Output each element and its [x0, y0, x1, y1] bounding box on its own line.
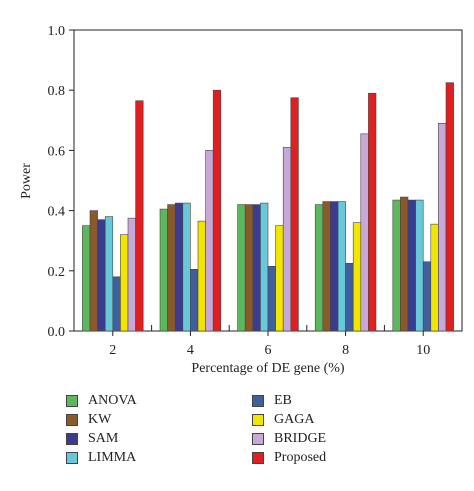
legend-swatch — [66, 395, 78, 407]
legend-label: SAM — [88, 431, 119, 446]
x-tick-label: 2 — [109, 343, 116, 358]
x-axis-label: Percentage of DE gene (%) — [191, 361, 344, 376]
bar-gaga-8 — [352, 222, 362, 332]
bar-bridge-10 — [438, 123, 447, 332]
legend-swatch — [252, 414, 264, 426]
legend-item-proposed: Proposed — [252, 449, 326, 467]
bar-proposed-2 — [135, 100, 144, 332]
bar-limma-6 — [260, 202, 269, 332]
legend-item-eb: EB — [252, 392, 292, 410]
bar-anova-4 — [159, 208, 168, 332]
legend-label: EB — [274, 393, 292, 408]
bar-kw-10 — [400, 196, 409, 332]
bar-kw-6 — [244, 204, 254, 332]
bar-eb-6 — [267, 265, 276, 332]
bar-chart: 0.0 0.2 0.4 0.6 0.8 1.0 2 4 6 8 10 Power Percenta… — [19, 24, 463, 376]
y-tick-label: 1.0 — [48, 24, 66, 39]
bar-proposed-10 — [445, 82, 454, 332]
legend-label: GAGA — [274, 412, 315, 427]
bar-eb-8 — [345, 262, 354, 332]
x-tick-label: 10 — [416, 343, 430, 358]
legend-item-limma: LIMMA — [66, 449, 136, 467]
bar-bridge-8 — [360, 133, 369, 332]
bar-proposed-8 — [368, 92, 377, 332]
legend-label: LIMMA — [88, 450, 137, 465]
bar-eb-4 — [190, 268, 199, 332]
x-tick-label: 8 — [342, 343, 349, 358]
bar-eb-2 — [112, 276, 121, 332]
x-tick-label: 4 — [187, 343, 194, 358]
bar-proposed-4 — [212, 89, 222, 332]
legend-item-gaga: GAGA — [252, 411, 314, 429]
bar-kw-2 — [89, 210, 98, 332]
legend-item-sam: SAM — [66, 430, 118, 448]
plot-area — [73, 29, 463, 332]
bar-limma-8 — [337, 201, 346, 332]
bar-bridge-4 — [205, 150, 214, 332]
bar-sam-6 — [252, 204, 261, 332]
legend-label: ANOVA — [88, 393, 137, 408]
bar-limma-4 — [182, 202, 191, 332]
bar-gaga-6 — [275, 225, 284, 332]
y-axis-label: Power — [19, 163, 34, 199]
bar-kw-4 — [167, 204, 176, 332]
bar-sam-10 — [407, 199, 416, 332]
y-tick-label: 0.0 — [48, 325, 66, 340]
y-tick-label: 0.8 — [48, 84, 66, 99]
legend-swatch — [66, 452, 78, 464]
y-tick-label: 0.6 — [48, 144, 66, 159]
bar-eb-10 — [422, 261, 432, 332]
legend-swatch — [252, 395, 264, 407]
x-axis: 2 4 6 8 10 — [109, 325, 430, 358]
legend-swatch — [66, 414, 78, 426]
legend-label: Proposed — [274, 450, 327, 465]
bar-sam-2 — [97, 219, 106, 332]
bar-limma-10 — [415, 199, 424, 332]
bar-gaga-2 — [120, 234, 129, 332]
legend-item-kw: KW — [66, 411, 111, 429]
bar-sam-8 — [330, 201, 339, 332]
legend-item-bridge: BRIDGE — [252, 430, 326, 448]
bar-gaga-4 — [197, 220, 206, 332]
bar-anova-8 — [314, 204, 324, 332]
y-tick-label: 0.4 — [48, 205, 66, 220]
x-tick-label: 6 — [265, 343, 272, 358]
bar-bridge-2 — [127, 217, 136, 332]
legend-item-anova: ANOVA — [66, 392, 137, 410]
bar-proposed-6 — [290, 97, 299, 332]
bar-sam-4 — [174, 202, 184, 332]
bar-anova-10 — [392, 199, 401, 332]
legend-label: KW — [88, 412, 112, 427]
y-axis: 0.0 0.2 0.4 0.6 0.8 1.0 — [48, 24, 74, 340]
bar-gaga-10 — [430, 223, 439, 332]
y-tick-label: 0.2 — [48, 265, 66, 280]
bar-kw-8 — [322, 201, 331, 332]
legend-swatch — [252, 452, 264, 464]
legend: ANOVA KW SAM LIMMA EB GAGA BRIDGE Proposed — [66, 392, 426, 472]
bar-bridge-6 — [282, 147, 292, 332]
legend-swatch — [252, 433, 264, 445]
bar-anova-2 — [82, 225, 91, 332]
bar-anova-6 — [237, 204, 246, 332]
legend-swatch — [66, 433, 78, 445]
bar-limma-2 — [104, 216, 114, 332]
legend-label: BRIDGE — [274, 431, 327, 446]
